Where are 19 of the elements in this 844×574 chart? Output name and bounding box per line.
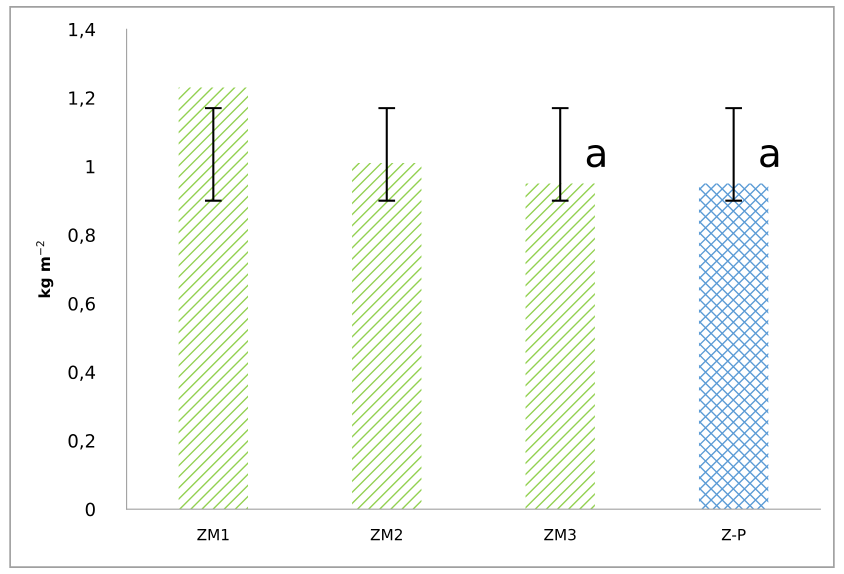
y-tick-label: 0,6 [68, 296, 95, 312]
y-tick-label: 1,4 [69, 22, 96, 38]
bar [526, 184, 595, 510]
y-tick-label: 0,4 [68, 365, 96, 381]
x-tick-label: Z-P [722, 529, 746, 540]
y-axis-title: kg m$^{−2}$ [36, 241, 54, 298]
bar [352, 162, 422, 510]
x-tick-label: ZM2 [370, 528, 402, 540]
x-tick-label: ZM1 [197, 529, 229, 540]
y-tick-label: 0,2 [68, 434, 94, 450]
y-tick-label: 1,2 [69, 91, 94, 107]
y-tick-label: 0 [86, 502, 95, 516]
bar [178, 88, 248, 510]
annotation: a [760, 145, 778, 168]
y-tick-label: 1 [86, 160, 94, 174]
x-tick-label: ZM3 [544, 528, 576, 540]
annotation: a [586, 145, 605, 168]
bar [698, 184, 768, 510]
y-tick-label: 0,8 [68, 228, 95, 244]
